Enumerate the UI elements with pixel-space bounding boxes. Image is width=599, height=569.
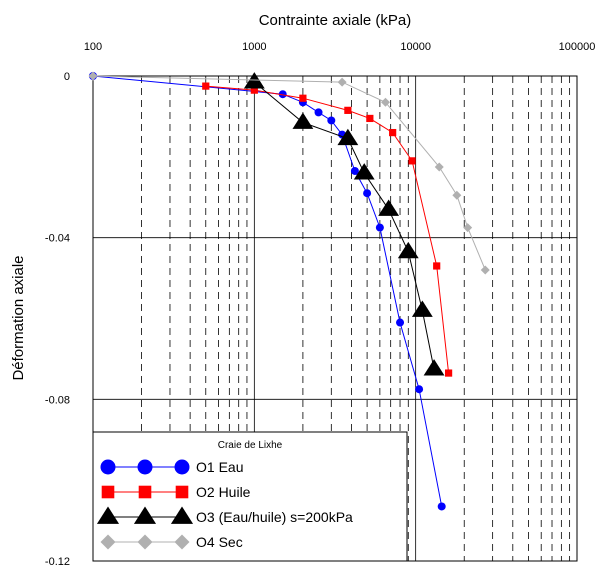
data-point [375, 223, 384, 232]
legend-entry: O3 (Eau/huile) s=200kPa [96, 506, 353, 525]
data-point [337, 77, 347, 87]
data-point [433, 262, 441, 270]
data-point [415, 385, 424, 394]
x-tick-label: 100000 [559, 41, 596, 53]
legend-marker [100, 534, 116, 550]
data-point [202, 82, 210, 90]
data-point [378, 199, 400, 216]
y-tick-label: -0.08 [45, 394, 70, 406]
legend-label: O2 Huile [196, 484, 251, 500]
legend-title: Craie de Lixhe [218, 440, 283, 451]
data-point [292, 112, 314, 129]
legend-marker [137, 459, 153, 475]
data-point [363, 189, 372, 198]
legend-marker [174, 534, 190, 550]
legend: Craie de Lixhe O1 Eau O2 Huile O3 (Eau/hui… [92, 431, 408, 562]
legend-marker [174, 459, 190, 475]
data-point [434, 162, 444, 172]
legend-marker [100, 459, 116, 475]
x-axis-title: Contrainte axiale (kPa) [259, 12, 412, 29]
data-point [480, 265, 490, 275]
data-point [463, 223, 473, 233]
legend-marker [96, 506, 120, 524]
series-4 [88, 71, 490, 275]
x-tick-label: 10000 [400, 41, 431, 53]
data-point [353, 163, 375, 180]
legend-entries: O1 Eau O2 Huile O3 (Eau/huile) s=200kPa O4 … [96, 459, 353, 550]
legend-marker [175, 485, 189, 499]
legend-entry: O1 Eau [100, 459, 243, 475]
data-point [380, 97, 390, 107]
x-tick-label: 1000 [242, 41, 266, 53]
y-tick-label: 0 [64, 71, 70, 83]
data-point [389, 128, 397, 137]
legend-label: O3 (Eau/huile) s=200kPa [196, 509, 353, 525]
y-tick-label: -0.12 [45, 556, 70, 568]
series-2 [202, 82, 453, 377]
legend-marker [101, 485, 115, 499]
legend-label: O4 Sec [196, 534, 243, 550]
data-point [423, 359, 445, 376]
legend-label: O1 Eau [196, 459, 243, 475]
legend-marker [170, 506, 194, 524]
legend-marker [133, 506, 157, 524]
data-point [299, 94, 307, 102]
data-point [250, 86, 258, 94]
data-point [350, 166, 359, 175]
data-point [452, 190, 462, 200]
data-point [396, 318, 405, 327]
series-3 [243, 72, 445, 376]
legend-marker [137, 534, 153, 550]
data-point [327, 116, 336, 125]
data-point [88, 71, 98, 81]
series-line [205, 85, 450, 374]
x-tick-label: 100 [84, 41, 102, 53]
data-point [278, 90, 287, 99]
legend-marker [138, 485, 152, 499]
data-point [411, 300, 433, 317]
series-line [253, 81, 435, 370]
data-point [344, 106, 352, 114]
data-point [366, 114, 374, 123]
legend-entry: O2 Huile [101, 484, 251, 500]
data-point [314, 108, 323, 117]
y-axis-title: Déformation axiale [10, 255, 27, 380]
data-point [444, 369, 453, 377]
data-point [397, 241, 419, 259]
data-point [337, 128, 359, 146]
series-line [92, 75, 486, 271]
y-tick-label: -0.04 [45, 233, 70, 245]
legend-entry: O4 Sec [100, 534, 243, 550]
data-point [437, 502, 446, 511]
tick-labels: 100 1000 10000 100000 0 -0.04 -0.08 -0.12 [45, 41, 595, 568]
series-layer [88, 71, 490, 511]
data-point [408, 157, 416, 165]
